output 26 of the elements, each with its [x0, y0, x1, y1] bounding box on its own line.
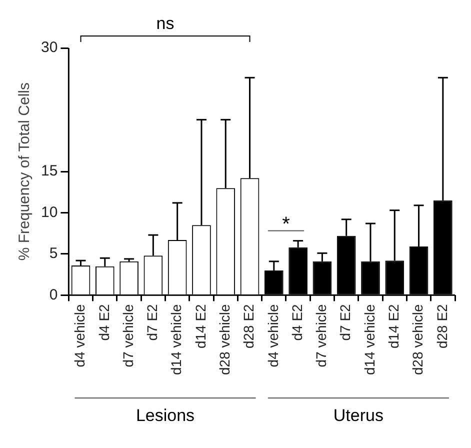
x-tick-label: d4 E2 — [96, 304, 112, 341]
text: Uterus — [333, 406, 384, 426]
y-axis-title: % Frequency of Total Cells — [16, 82, 34, 261]
x-tick-label: d14 E2 — [386, 304, 402, 349]
x-tick-label: d4 vehicle — [264, 304, 281, 368]
y-tick-label: 5 — [49, 245, 58, 262]
text: Lesions — [136, 406, 195, 426]
x-tick-label: d28 E2 — [240, 304, 257, 349]
x-tick-label: d14 vehicle — [168, 304, 184, 375]
x-tick-label: d4 E2 — [288, 304, 305, 341]
x-tick-label: d7 E2 — [337, 304, 354, 341]
x-tick-label: d7 vehicle — [313, 304, 330, 368]
x-tick-label: d4 vehicle — [72, 304, 88, 368]
x-tick-label: d14 E2 — [192, 304, 208, 349]
x-tick-label: d28 E2 — [434, 304, 450, 349]
y-tick-label: 30 — [40, 39, 58, 56]
x-tick-label: d28 vehicle — [216, 304, 232, 375]
x-tick-label: d28 vehicle — [410, 304, 426, 375]
x-tick-label: d7 vehicle — [120, 304, 136, 368]
x-tick-label: d14 vehicle — [361, 304, 378, 375]
x-tick-label: d7 E2 — [144, 304, 160, 341]
annotation: * — [282, 213, 290, 236]
y-tick-label: 15 — [40, 162, 58, 180]
text: ns — [156, 14, 174, 34]
y-tick-label: 10 — [40, 204, 58, 221]
y-tick-label: 0 — [49, 286, 58, 304]
